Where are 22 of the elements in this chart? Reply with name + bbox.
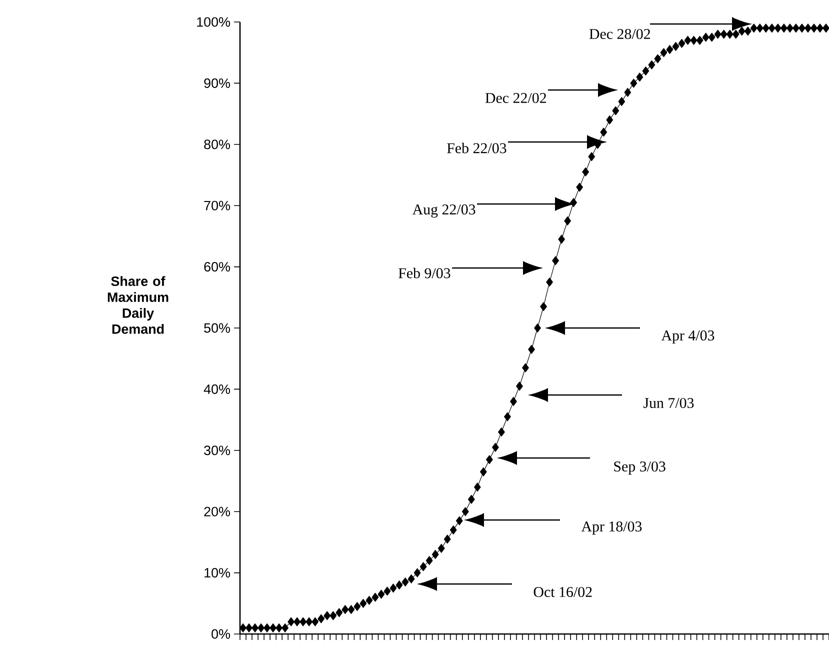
y-tick-label: 50% [204, 323, 230, 333]
annotation: Dec 22/02 [485, 92, 546, 104]
y-tick-label: 40% [204, 384, 230, 394]
annotation: Apr 4/03 [661, 330, 714, 344]
annotation: Oct 16/02 [534, 586, 592, 598]
annotation: Dec 28/02 [589, 28, 650, 40]
y-tick-label: 70% [204, 200, 230, 210]
annotation: Apr 18/03 [581, 521, 642, 535]
annotation: Feb 9/03 [398, 268, 450, 278]
y-axis-title: Share of Maximum Daily Demand [108, 276, 168, 334]
y-tick-label: 0% [212, 629, 230, 639]
y-tick-label: 80% [204, 140, 230, 150]
y-tick-label: 20% [204, 506, 230, 516]
y-tick-label: 100% [197, 17, 230, 27]
annotation: Feb 22/03 [447, 142, 506, 154]
annotation: Jun 7/03 [644, 398, 694, 408]
y-tick-label: 60% [204, 262, 230, 272]
y-tick-label: 90% [204, 78, 230, 88]
y-tick-label: 30% [204, 446, 230, 456]
y-tick-label: 10% [204, 568, 230, 578]
annotation: Sep 3/03 [614, 461, 666, 475]
annotation: Aug 22/03 [412, 204, 476, 218]
